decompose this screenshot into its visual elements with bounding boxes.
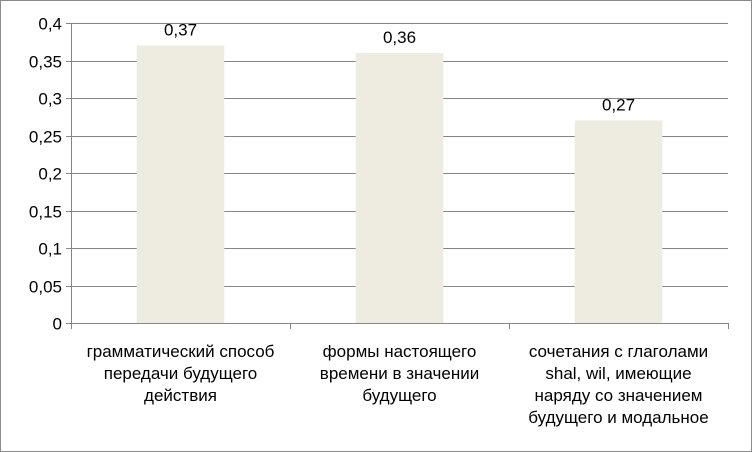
y-tick-label: 0,25 — [29, 128, 62, 147]
category-label-line: грамматический способ — [86, 342, 275, 361]
y-tick-label: 0 — [53, 315, 62, 334]
bar — [574, 120, 663, 323]
category-label-line: shal, wil, имеющие — [545, 364, 692, 383]
y-tick-label: 0,35 — [29, 53, 62, 72]
category-label: формы настоящего времени в значении будуще… — [295, 341, 505, 407]
category-label-line: формы настоящего — [322, 342, 477, 361]
bar — [136, 45, 225, 323]
y-tick-label: 0,2 — [38, 165, 62, 184]
category-label-line: будущего и модальное — [528, 408, 709, 427]
y-tick-label: 0,4 — [38, 15, 62, 34]
category-label: грамматический способ передачи будущего де… — [76, 341, 286, 407]
category-label-line: будущего — [362, 386, 437, 405]
data-label: 0,36 — [383, 28, 416, 47]
y-tick-label: 0,05 — [29, 278, 62, 297]
y-tick-label: 0,1 — [38, 240, 62, 259]
data-label: 0,27 — [602, 96, 635, 115]
category-label-line: передачи будущего — [103, 364, 258, 383]
y-tick-label: 0,15 — [29, 203, 62, 222]
category-label-line: времени в значении — [319, 364, 480, 383]
category-label-line: сочетания с глаголами — [528, 342, 709, 361]
data-label: 0,37 — [164, 21, 197, 40]
category-label-line: наряду со значением — [534, 386, 703, 405]
category-label-line: действия — [144, 386, 217, 405]
bar — [355, 53, 444, 323]
y-tick-label: 0,3 — [38, 90, 62, 109]
category-label: сочетания с глаголами shal, wil, имеющие н… — [514, 341, 724, 429]
